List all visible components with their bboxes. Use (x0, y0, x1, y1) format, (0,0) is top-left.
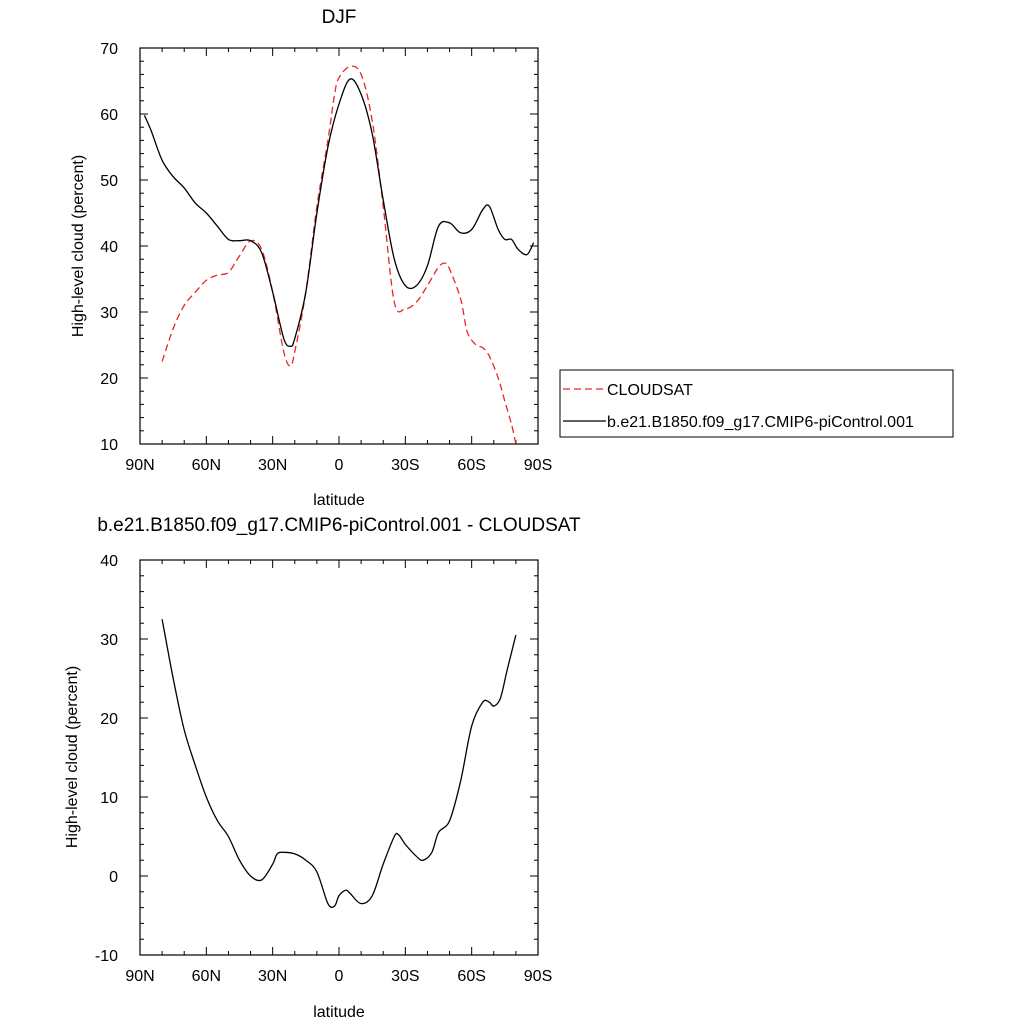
bottom-y-tick-label: 40 (100, 553, 118, 570)
bottom-x-tick-label: 60N (192, 968, 221, 985)
legend-box (559, 369, 954, 438)
bottom-y-tick-labels: -10 0 10 20 30 40 (95, 553, 118, 965)
top-series-line-model (143, 78, 535, 347)
top-x-tick-label: 90N (125, 457, 154, 474)
top-panel: DJF 90N 60N 30N 0 30S 60S 90S 10 20 30 40 50 60 70 l… (70, 7, 954, 509)
top-y-tick-label: 40 (100, 239, 118, 256)
bottom-plot-frame (139, 559, 539, 956)
top-x-tick-label: 60S (457, 457, 485, 474)
bottom-x-tick-labels: 90N 60N 30N 0 30S 60S 90S (125, 968, 552, 985)
bottom-y-tick-label: 10 (100, 790, 118, 807)
top-y-tick-label: 60 (100, 107, 118, 124)
bottom-x-tick-label: 30S (391, 968, 419, 985)
top-y-tick-label: 10 (100, 437, 118, 454)
bottom-x-tick-label: 30N (258, 968, 287, 985)
top-series-line-cloudsat (161, 65, 517, 445)
top-ticks (139, 47, 539, 445)
bottom-y-tick-label: -10 (95, 948, 118, 965)
top-plot-frame (139, 47, 539, 445)
top-x-tick-label: 30S (391, 457, 419, 474)
legend-label-cloudsat: CLOUDSAT (607, 382, 693, 399)
bottom-panel: b.e21.B1850.f09_g17.CMIP6-piControl.001 … (64, 515, 581, 1021)
top-x-tick-label: 30N (258, 457, 287, 474)
top-x-axis-label: latitude (313, 492, 365, 509)
bottom-series-lines (161, 619, 517, 909)
bottom-x-tick-label: 60S (457, 968, 485, 985)
bottom-series-line-difference (161, 619, 517, 909)
bottom-y-tick-label: 30 (100, 632, 118, 649)
bottom-y-tick-label: 20 (100, 711, 118, 728)
bottom-x-axis-label: latitude (313, 1004, 365, 1021)
bottom-chart-title: b.e21.B1850.f09_g17.CMIP6-piControl.001 … (97, 515, 581, 536)
bottom-x-tick-label: 0 (335, 968, 344, 985)
top-y-axis-label: High-level cloud (percent) (70, 155, 87, 337)
top-series-lines (143, 65, 535, 445)
top-x-tick-labels: 90N 60N 30N 0 30S 60S 90S (125, 457, 552, 474)
bottom-x-tick-label: 90S (524, 968, 552, 985)
legend-label-model: b.e21.B1850.f09_g17.CMIP6-piControl.001 (607, 414, 914, 431)
top-y-tick-labels: 10 20 30 40 50 60 70 (100, 41, 118, 454)
bottom-y-axis-label: High-level cloud (percent) (64, 666, 81, 848)
top-x-tick-label: 60N (192, 457, 221, 474)
bottom-x-tick-label: 90N (125, 968, 154, 985)
top-y-tick-label: 50 (100, 173, 118, 190)
top-y-tick-label: 30 (100, 305, 118, 322)
legend: CLOUDSAT b.e21.B1850.f09_g17.CMIP6-piCon… (559, 369, 954, 438)
top-y-tick-label: 70 (100, 41, 118, 58)
top-x-tick-label: 90S (524, 457, 552, 474)
top-x-tick-label: 0 (335, 457, 344, 474)
top-chart-title: DJF (322, 7, 357, 28)
bottom-y-tick-label: 0 (109, 869, 118, 886)
top-y-tick-label: 20 (100, 371, 118, 388)
